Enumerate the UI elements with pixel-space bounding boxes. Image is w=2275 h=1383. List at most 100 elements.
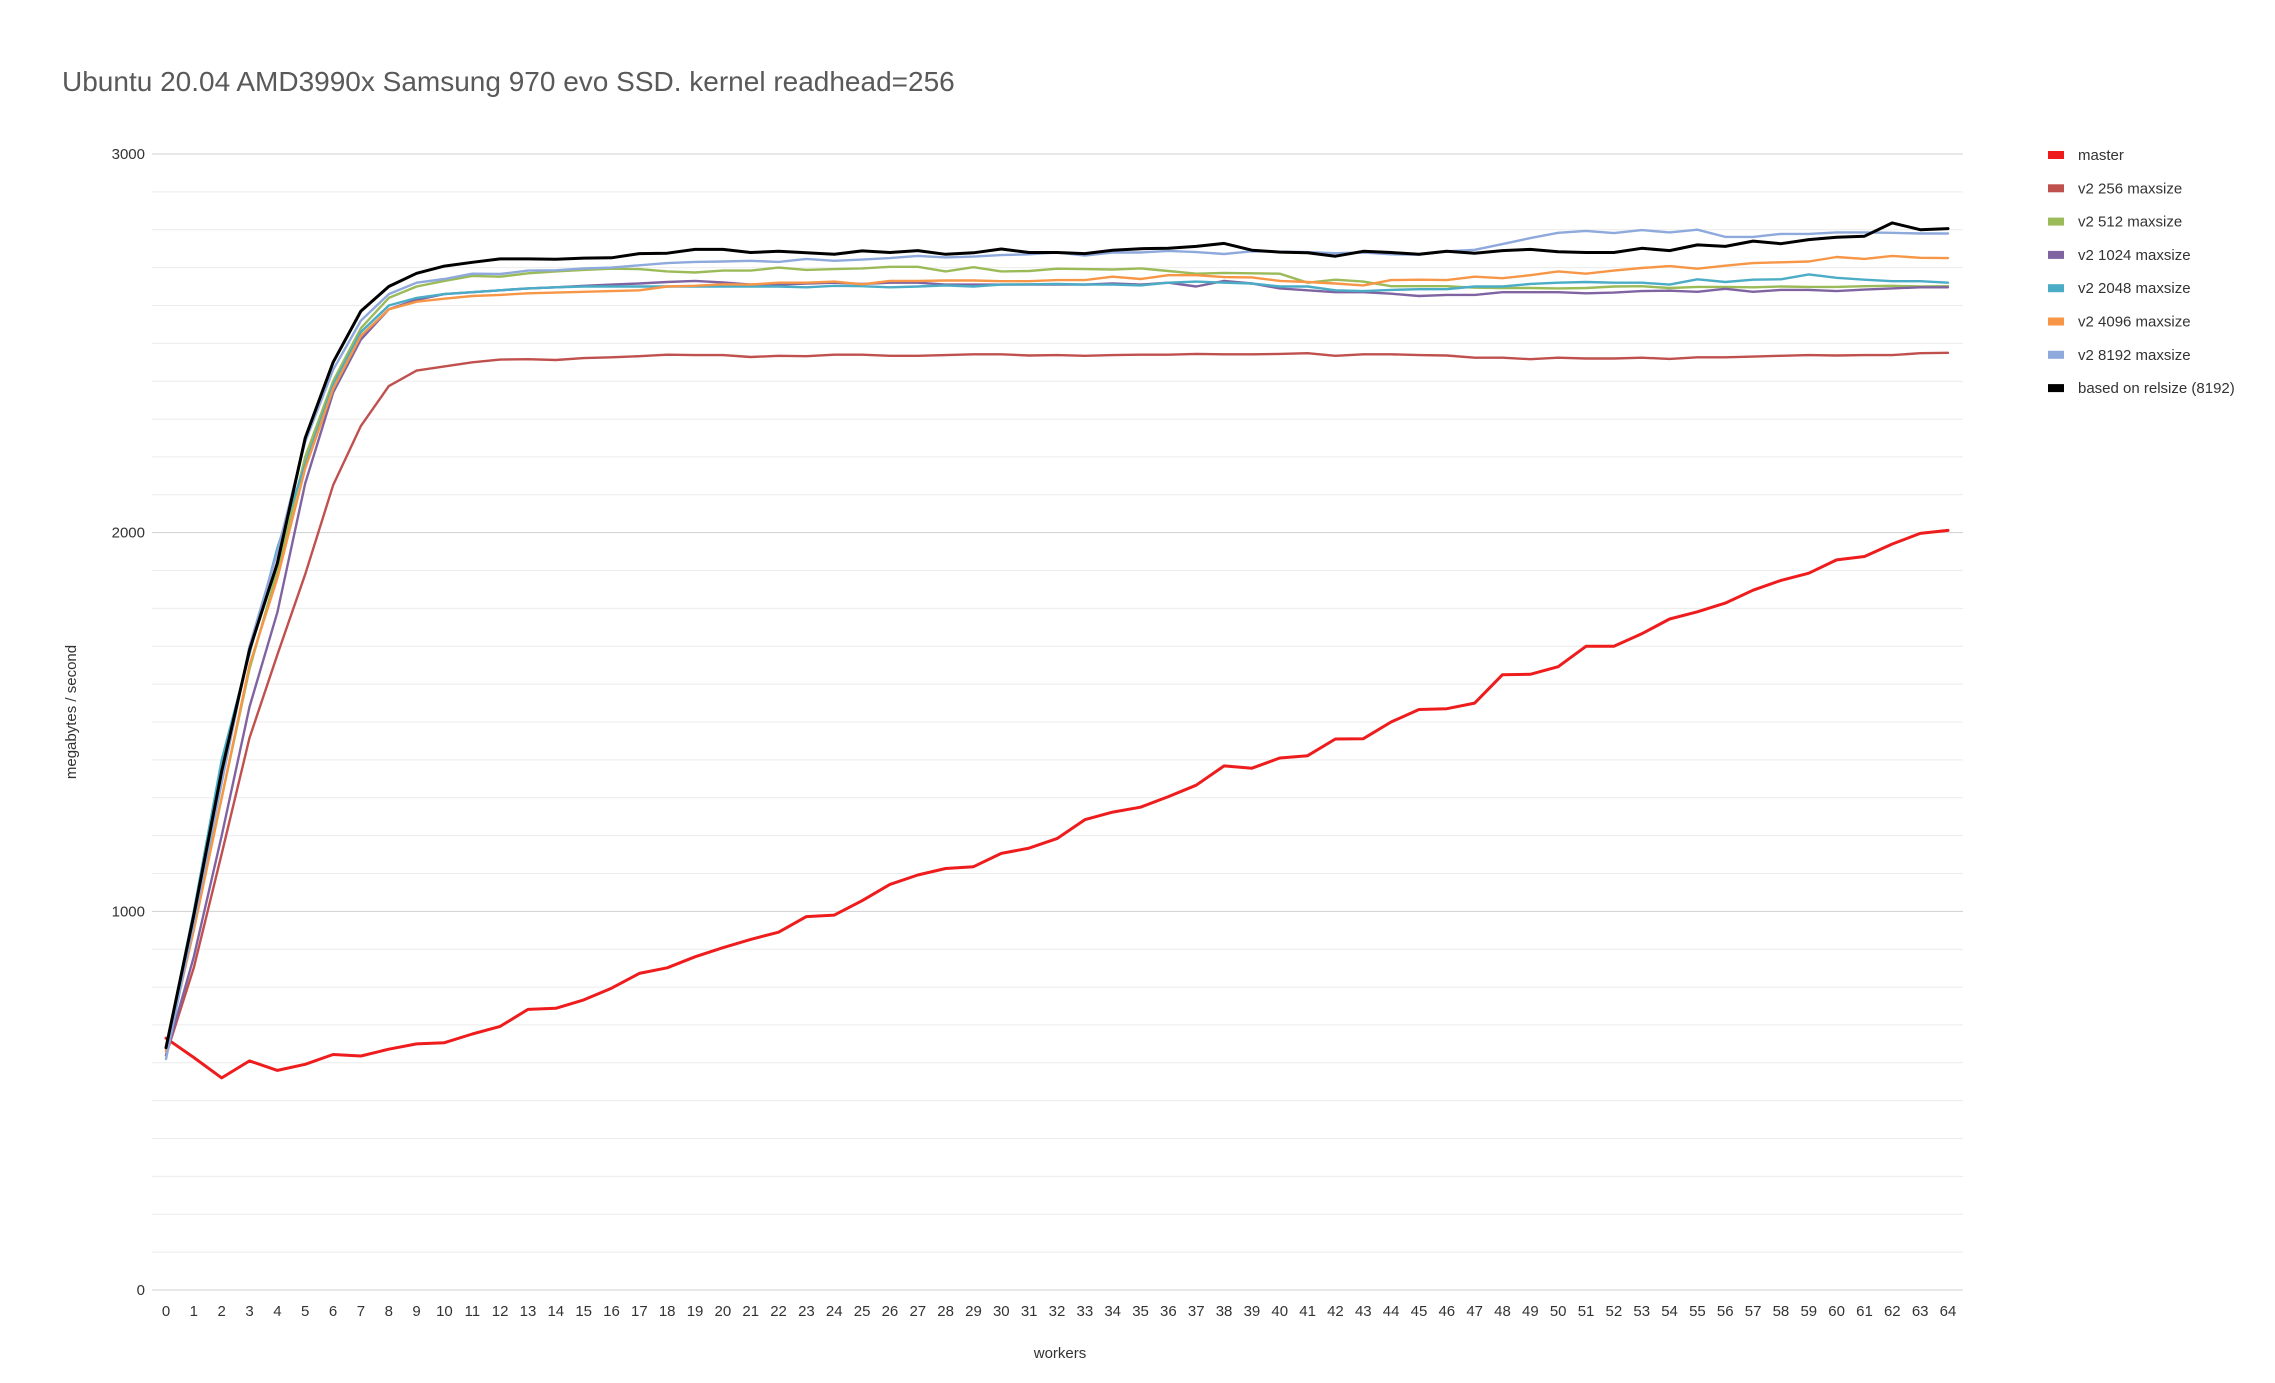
x-tick-label: 8 <box>385 1303 393 1320</box>
x-tick-label: 16 <box>603 1303 620 1320</box>
x-tick-label: 21 <box>742 1303 759 1320</box>
series-line-4 <box>164 273 1950 1049</box>
legend-swatch <box>2048 284 2064 293</box>
x-tick-label: 13 <box>520 1303 537 1320</box>
x-tick-label: 46 <box>1438 1303 1455 1320</box>
x-tick-label: 3 <box>245 1303 253 1320</box>
x-tick-label: 49 <box>1522 1303 1539 1320</box>
legend-entry: based on relsize (8192) <box>2078 380 2235 397</box>
x-tick-label: 20 <box>715 1303 732 1320</box>
x-tick-label: 52 <box>1606 1303 1623 1320</box>
x-tick-label: 37 <box>1188 1303 1205 1320</box>
y-axis-label: megabytes / second <box>63 645 80 779</box>
y-tick-label: 3000 <box>112 146 145 163</box>
x-tick-label: 63 <box>1912 1303 1929 1320</box>
x-tick-label: 57 <box>1745 1303 1762 1320</box>
series-line-1 <box>164 351 1950 1057</box>
x-tick-label: 17 <box>631 1303 648 1320</box>
x-tick-label: 62 <box>1884 1303 1901 1320</box>
x-tick-label: 15 <box>575 1303 592 1320</box>
y-tick-label: 0 <box>137 1282 145 1299</box>
x-tick-label: 11 <box>464 1303 480 1320</box>
legend-swatch <box>2048 184 2064 193</box>
x-tick-label: 0 <box>162 1303 170 1320</box>
x-tick-label: 33 <box>1077 1303 1094 1320</box>
x-tick-label: 55 <box>1689 1303 1706 1320</box>
grid <box>152 153 1963 1291</box>
x-tick-label: 64 <box>1940 1303 1957 1320</box>
x-tick-label: 38 <box>1216 1303 1233 1320</box>
legend: master v2 256 maxsize v2 512 maxsize v2 102… <box>2048 147 2235 397</box>
series-line-7 <box>164 221 1950 1050</box>
x-tick-label: 60 <box>1828 1303 1845 1320</box>
legend-swatch <box>2048 217 2064 226</box>
x-tick-label: 39 <box>1244 1303 1261 1320</box>
x-tick-label: 24 <box>826 1303 843 1320</box>
x-tick-label: 32 <box>1049 1303 1066 1320</box>
legend-entry: master <box>2078 147 2124 164</box>
x-tick-label: 51 <box>1578 1303 1595 1320</box>
x-tick-label: 6 <box>329 1303 337 1320</box>
legend-entry: v2 256 maxsize <box>2078 180 2182 197</box>
x-tick-label: 31 <box>1021 1303 1038 1320</box>
x-tick-label: 2 <box>218 1303 226 1320</box>
x-tick-label: 61 <box>1856 1303 1873 1320</box>
x-tick-label: 35 <box>1132 1303 1149 1320</box>
legend-entry: v2 4096 maxsize <box>2078 314 2191 331</box>
x-tick-label: 28 <box>937 1303 954 1320</box>
x-axis-ticks: 0 1 2 3 4 5 6 7 8 9 10 11 12 13 14 15 16 17 18 19 20 21 22 23 24… <box>162 1303 1957 1320</box>
x-tick-label: 59 <box>1800 1303 1817 1320</box>
x-tick-label: 47 <box>1466 1303 1483 1320</box>
x-tick-label: 41 <box>1299 1303 1316 1320</box>
x-tick-label: 7 <box>357 1303 365 1320</box>
x-tick-label: 10 <box>436 1303 453 1320</box>
legend-swatch <box>2048 350 2064 359</box>
legend-entry: v2 1024 maxsize <box>2078 247 2191 264</box>
x-tick-label: 4 <box>273 1303 281 1320</box>
x-tick-label: 42 <box>1327 1303 1344 1320</box>
x-tick-label: 14 <box>547 1303 564 1320</box>
x-tick-label: 12 <box>492 1303 509 1320</box>
x-tick-label: 23 <box>798 1303 815 1320</box>
series-lines <box>164 221 1950 1080</box>
legend-entry: v2 2048 maxsize <box>2078 280 2191 297</box>
x-tick-label: 34 <box>1104 1303 1121 1320</box>
x-tick-label: 56 <box>1717 1303 1734 1320</box>
legend-swatch <box>2048 317 2064 326</box>
legend-swatch <box>2048 250 2064 259</box>
legend-entry: v2 512 maxsize <box>2078 214 2182 231</box>
chart-title: Ubuntu 20.04 AMD3990x Samsung 970 evo SS… <box>62 66 955 97</box>
series-line-5 <box>164 254 1950 1053</box>
series-line-0 <box>164 528 1950 1080</box>
y-tick-label: 1000 <box>112 903 145 920</box>
x-tick-label: 18 <box>659 1303 676 1320</box>
y-axis-ticks: 0 1000 2000 3000 <box>112 146 145 1299</box>
x-tick-label: 27 <box>909 1303 926 1320</box>
legend-swatch <box>2048 384 2064 393</box>
x-tick-label: 5 <box>301 1303 309 1320</box>
x-tick-label: 22 <box>770 1303 787 1320</box>
legend-entry: v2 8192 maxsize <box>2078 347 2191 364</box>
x-tick-label: 45 <box>1411 1303 1428 1320</box>
y-tick-label: 2000 <box>112 525 145 542</box>
x-tick-label: 54 <box>1661 1303 1678 1320</box>
x-tick-label: 9 <box>412 1303 420 1320</box>
x-tick-label: 30 <box>993 1303 1010 1320</box>
x-tick-label: 48 <box>1494 1303 1511 1320</box>
x-tick-label: 29 <box>965 1303 982 1320</box>
x-tick-label: 43 <box>1355 1303 1372 1320</box>
series-line-2 <box>164 265 1950 1053</box>
x-tick-label: 44 <box>1383 1303 1400 1320</box>
x-tick-label: 53 <box>1633 1303 1650 1320</box>
x-tick-label: 40 <box>1271 1303 1288 1320</box>
x-tick-label: 50 <box>1550 1303 1567 1320</box>
series-line-3 <box>164 279 1950 1057</box>
x-tick-label: 36 <box>1160 1303 1177 1320</box>
legend-swatch <box>2048 151 2064 159</box>
x-tick-label: 19 <box>687 1303 704 1320</box>
x-axis-label: workers <box>1033 1345 1087 1362</box>
x-tick-label: 26 <box>882 1303 899 1320</box>
x-tick-label: 1 <box>190 1303 198 1320</box>
